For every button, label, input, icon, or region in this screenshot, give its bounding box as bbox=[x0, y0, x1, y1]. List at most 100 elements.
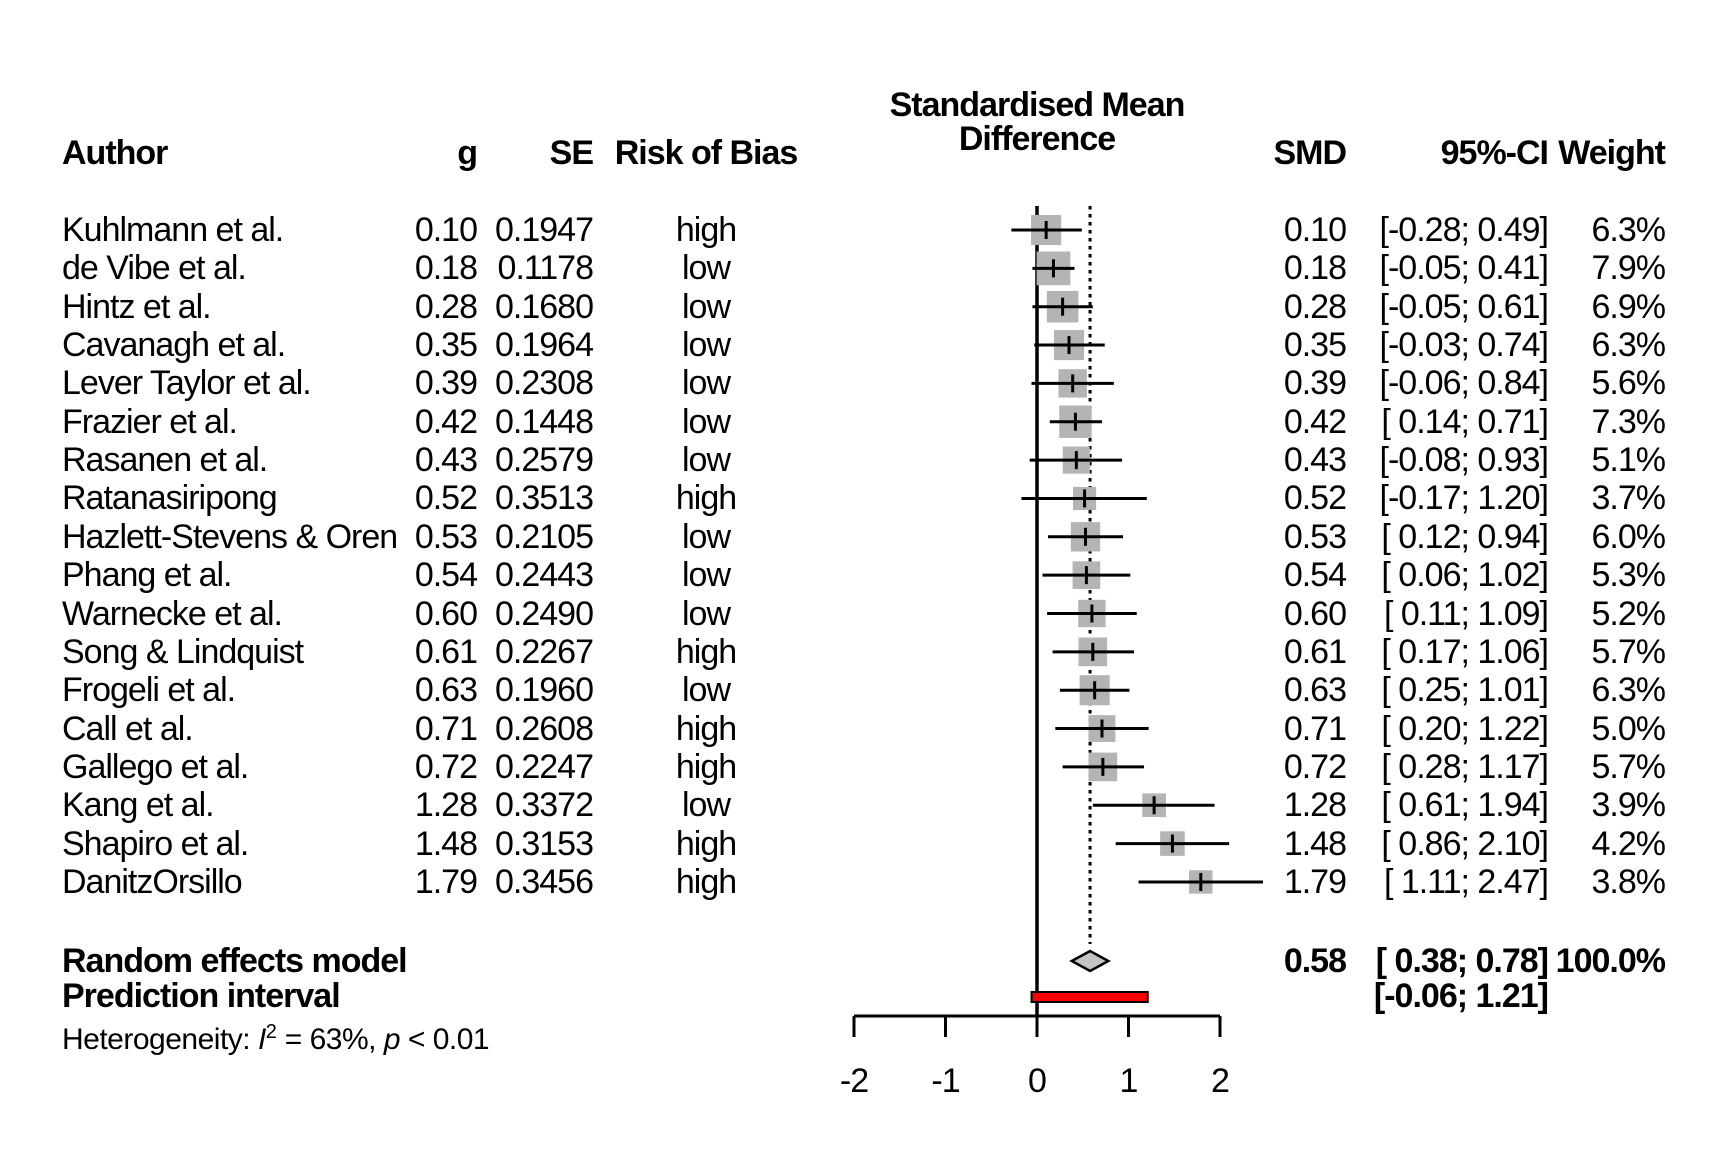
risk-of-bias-cell: high bbox=[675, 862, 737, 901]
p-value: < 0.01 bbox=[400, 1023, 490, 1056]
author-cell: Ratanasiripong bbox=[62, 479, 278, 518]
point-estimate-tick bbox=[1199, 872, 1203, 891]
se-cell: 0.3456 bbox=[495, 862, 594, 901]
author-cell: Call et al. bbox=[62, 709, 194, 748]
point-estimate-tick bbox=[1170, 834, 1174, 853]
se-cell: 0.2579 bbox=[495, 441, 594, 480]
plot-column-title: Standardised Mean Difference bbox=[737, 88, 1337, 156]
weight-cell: 6.0% bbox=[1591, 517, 1667, 556]
x-axis-tick-label: -2 bbox=[839, 1062, 869, 1100]
author-cell: Gallego et al. bbox=[62, 747, 249, 786]
se-cell: 0.1178 bbox=[497, 249, 594, 288]
risk-of-bias-cell: low bbox=[681, 364, 731, 403]
ci-cell: [ 0.06; 1.02] bbox=[1381, 556, 1549, 595]
se-cell: 0.3513 bbox=[495, 479, 594, 518]
se-cell: 0.2443 bbox=[495, 556, 594, 595]
p-symbol: p bbox=[383, 1023, 401, 1056]
g-cell: 0.18 bbox=[414, 249, 478, 288]
weight-cell: 5.0% bbox=[1591, 709, 1667, 748]
ci-cell: [ 0.11; 1.09] bbox=[1383, 594, 1549, 633]
author-cell: Song & Lindquist bbox=[62, 632, 304, 671]
weight-cell: 6.3% bbox=[1591, 211, 1667, 249]
random-effects-smd: 0.58 bbox=[1283, 942, 1347, 980]
smd-cell: 0.52 bbox=[1283, 479, 1347, 518]
se-cell: 0.1964 bbox=[495, 326, 594, 365]
author-cell: Kang et al. bbox=[62, 786, 215, 825]
ci-cell: [ 0.12; 0.94] bbox=[1381, 517, 1549, 556]
weight-cell: 5.7% bbox=[1591, 747, 1667, 786]
heterogeneity-note: Heterogeneity: I2 = 63%, p < 0.01 bbox=[62, 1013, 490, 1059]
se-cell: 0.2308 bbox=[495, 364, 594, 403]
plot-column-title-line2: Difference bbox=[958, 120, 1116, 158]
point-estimate-tick bbox=[1067, 336, 1071, 355]
weight-cell: 7.9% bbox=[1591, 249, 1667, 288]
point-estimate-tick bbox=[1071, 374, 1075, 393]
smd-cell: 0.60 bbox=[1283, 594, 1347, 633]
summary-diamond bbox=[1069, 949, 1111, 973]
point-estimate-tick bbox=[1100, 719, 1104, 738]
se-cell: 0.2490 bbox=[495, 594, 594, 633]
weight-cell: 6.3% bbox=[1591, 671, 1667, 710]
weight-cell: 3.8% bbox=[1591, 862, 1667, 901]
risk-of-bias-cell: high bbox=[675, 747, 737, 786]
prediction-interval-label: Prediction interval bbox=[62, 977, 341, 1015]
g-cell: 0.61 bbox=[414, 632, 478, 671]
weight-cell: 5.7% bbox=[1591, 632, 1667, 671]
risk-of-bias-cell: high bbox=[675, 824, 737, 863]
smd-cell: 0.28 bbox=[1283, 287, 1347, 326]
weight-cell: 3.7% bbox=[1591, 479, 1667, 518]
smd-cell: 0.42 bbox=[1283, 402, 1347, 441]
weight-cell: 3.9% bbox=[1591, 786, 1667, 825]
point-estimate-tick bbox=[1084, 566, 1088, 585]
g-cell: 0.43 bbox=[414, 441, 478, 480]
ci-cell: [ 1.11; 2.47] bbox=[1383, 862, 1549, 901]
risk-of-bias-cell: low bbox=[681, 402, 731, 441]
author-cell: DanitzOrsillo bbox=[62, 862, 243, 901]
author-cell: Cavanagh et al. bbox=[62, 326, 286, 365]
smd-cell: 1.48 bbox=[1283, 824, 1347, 863]
ci-cell: [ 0.25; 1.01] bbox=[1381, 671, 1549, 710]
g-cell: 0.39 bbox=[414, 364, 478, 403]
ci-cell: [ 0.86; 2.10] bbox=[1381, 824, 1549, 863]
x-axis-tick-label: -1 bbox=[931, 1062, 960, 1100]
smd-cell: 0.63 bbox=[1283, 671, 1347, 710]
g-cell: 0.28 bbox=[414, 287, 478, 326]
weight-cell: 6.3% bbox=[1591, 326, 1667, 365]
point-estimate-tick bbox=[1061, 297, 1065, 316]
author-cell: de Vibe et al. bbox=[62, 249, 247, 288]
smd-cell: 0.35 bbox=[1283, 326, 1347, 365]
col-header-risk-of-bias: Risk of Bias bbox=[614, 134, 799, 172]
risk-of-bias-cell: high bbox=[675, 211, 737, 249]
risk-of-bias-cell: high bbox=[675, 632, 737, 671]
g-cell: 0.10 bbox=[414, 211, 478, 249]
col-header-weight: Weight bbox=[1558, 134, 1666, 172]
risk-of-bias-cell: low bbox=[681, 671, 731, 710]
g-cell: 1.48 bbox=[414, 824, 478, 863]
random-effects-weight: 100.0% bbox=[1555, 942, 1666, 980]
col-header-g: g bbox=[457, 134, 478, 172]
point-estimate-tick bbox=[1152, 796, 1156, 815]
i-squared-exponent: 2 bbox=[265, 1021, 277, 1043]
author-cell: Kuhlmann et al. bbox=[62, 211, 284, 249]
author-cell: Phang et al. bbox=[62, 556, 232, 595]
point-estimate-tick bbox=[1093, 681, 1097, 700]
se-cell: 0.2267 bbox=[495, 632, 594, 671]
i-squared-symbol: I bbox=[257, 1023, 266, 1056]
g-cell: 1.79 bbox=[414, 862, 478, 901]
ci-cell: [-0.06; 0.84] bbox=[1379, 364, 1549, 403]
g-cell: 0.71 bbox=[414, 709, 478, 748]
se-cell: 0.1960 bbox=[495, 671, 594, 710]
ci-cell: [-0.28; 0.49] bbox=[1379, 211, 1549, 249]
risk-of-bias-cell: low bbox=[681, 326, 731, 365]
se-cell: 0.1680 bbox=[495, 287, 594, 326]
weight-cell: 5.3% bbox=[1591, 556, 1667, 595]
col-header-smd: SMD bbox=[1273, 134, 1347, 172]
author-cell: Rasanen et al. bbox=[62, 441, 268, 480]
prediction-interval-ci: [-0.06; 1.21] bbox=[1373, 977, 1549, 1015]
se-cell: 0.2608 bbox=[495, 709, 594, 748]
g-cell: 0.72 bbox=[414, 747, 478, 786]
se-cell: 0.3153 bbox=[495, 824, 594, 863]
point-estimate-tick bbox=[1091, 642, 1095, 661]
